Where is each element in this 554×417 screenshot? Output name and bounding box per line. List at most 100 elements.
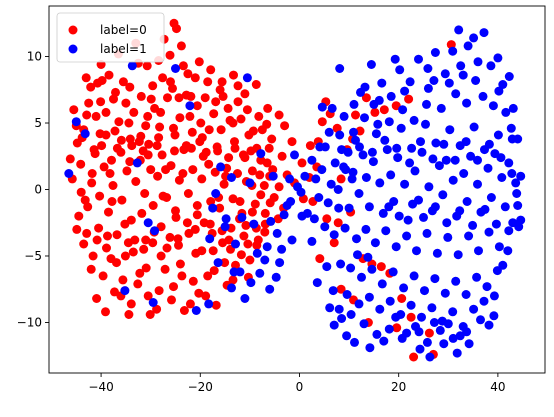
data-point <box>427 303 437 313</box>
data-point <box>95 191 105 201</box>
data-point <box>448 46 458 56</box>
data-point <box>76 159 86 169</box>
data-point <box>329 230 339 240</box>
data-point <box>220 222 230 232</box>
data-point <box>504 72 514 81</box>
data-point <box>390 54 400 64</box>
data-point <box>156 251 166 261</box>
data-point <box>484 320 494 330</box>
data-point <box>444 78 454 88</box>
data-point <box>161 165 171 175</box>
x-tick-label: 0 <box>296 380 304 394</box>
data-point <box>409 352 419 362</box>
data-point <box>139 244 149 254</box>
data-point <box>120 251 130 261</box>
data-point <box>82 110 92 120</box>
data-point <box>192 210 202 220</box>
data-point <box>148 298 158 307</box>
data-point <box>422 228 432 238</box>
data-point <box>422 99 431 109</box>
data-point <box>384 202 394 212</box>
data-point <box>101 307 110 317</box>
data-point <box>140 189 150 198</box>
data-point <box>124 310 134 319</box>
data-point <box>469 33 479 43</box>
data-point <box>348 167 358 177</box>
data-point <box>430 202 440 212</box>
data-point <box>440 69 450 79</box>
data-point <box>153 171 163 181</box>
data-point <box>88 251 98 261</box>
data-point <box>209 109 219 119</box>
data-point <box>493 130 503 140</box>
points-layer <box>64 18 526 362</box>
data-point <box>489 311 499 321</box>
data-point <box>483 163 493 173</box>
data-point <box>158 73 168 83</box>
data-point <box>129 107 139 117</box>
data-point <box>333 218 343 228</box>
data-point <box>448 175 458 185</box>
data-point <box>503 246 513 256</box>
data-point <box>317 165 327 175</box>
data-point <box>484 139 494 149</box>
data-point <box>474 246 483 256</box>
data-point <box>216 162 226 172</box>
data-point <box>350 337 359 347</box>
data-point <box>243 239 253 249</box>
data-point <box>126 215 136 225</box>
data-point <box>156 222 166 232</box>
data-point <box>148 238 158 248</box>
data-point <box>125 157 135 167</box>
data-point <box>208 203 218 213</box>
data-point <box>409 115 419 125</box>
data-point <box>504 226 514 236</box>
data-point <box>480 204 490 214</box>
data-point <box>479 296 489 306</box>
data-point <box>216 125 226 135</box>
data-point <box>297 211 307 221</box>
data-point <box>361 173 371 182</box>
data-point <box>110 287 119 297</box>
data-point <box>86 82 96 92</box>
data-point <box>461 137 471 147</box>
data-point <box>343 147 353 157</box>
data-point <box>108 181 118 190</box>
data-point <box>263 103 273 113</box>
data-point <box>498 260 508 270</box>
data-point <box>372 329 382 339</box>
data-point <box>183 189 193 198</box>
data-point <box>245 178 255 188</box>
data-point <box>420 286 429 296</box>
data-point <box>452 348 462 358</box>
data-point <box>220 258 230 268</box>
data-point <box>484 227 494 237</box>
data-point <box>335 64 345 73</box>
data-point <box>430 48 440 57</box>
data-point <box>339 162 349 172</box>
data-point <box>118 275 128 285</box>
data-point <box>219 179 229 189</box>
data-point <box>87 169 97 178</box>
data-point <box>405 158 415 168</box>
data-point <box>95 129 105 139</box>
data-point <box>471 76 481 85</box>
data-point <box>181 141 191 151</box>
data-point <box>488 101 498 111</box>
data-point <box>260 208 270 218</box>
data-point <box>435 325 445 335</box>
data-point <box>394 211 404 221</box>
data-point <box>461 290 471 299</box>
data-point <box>352 234 361 244</box>
data-point <box>141 121 151 131</box>
data-point <box>334 304 344 314</box>
data-point <box>507 169 517 178</box>
data-point <box>64 169 74 178</box>
data-point <box>373 119 383 129</box>
data-point <box>185 299 195 309</box>
data-point <box>406 300 416 310</box>
data-point <box>309 214 319 224</box>
data-point <box>203 271 213 281</box>
data-point <box>414 327 424 337</box>
data-point <box>201 291 211 301</box>
